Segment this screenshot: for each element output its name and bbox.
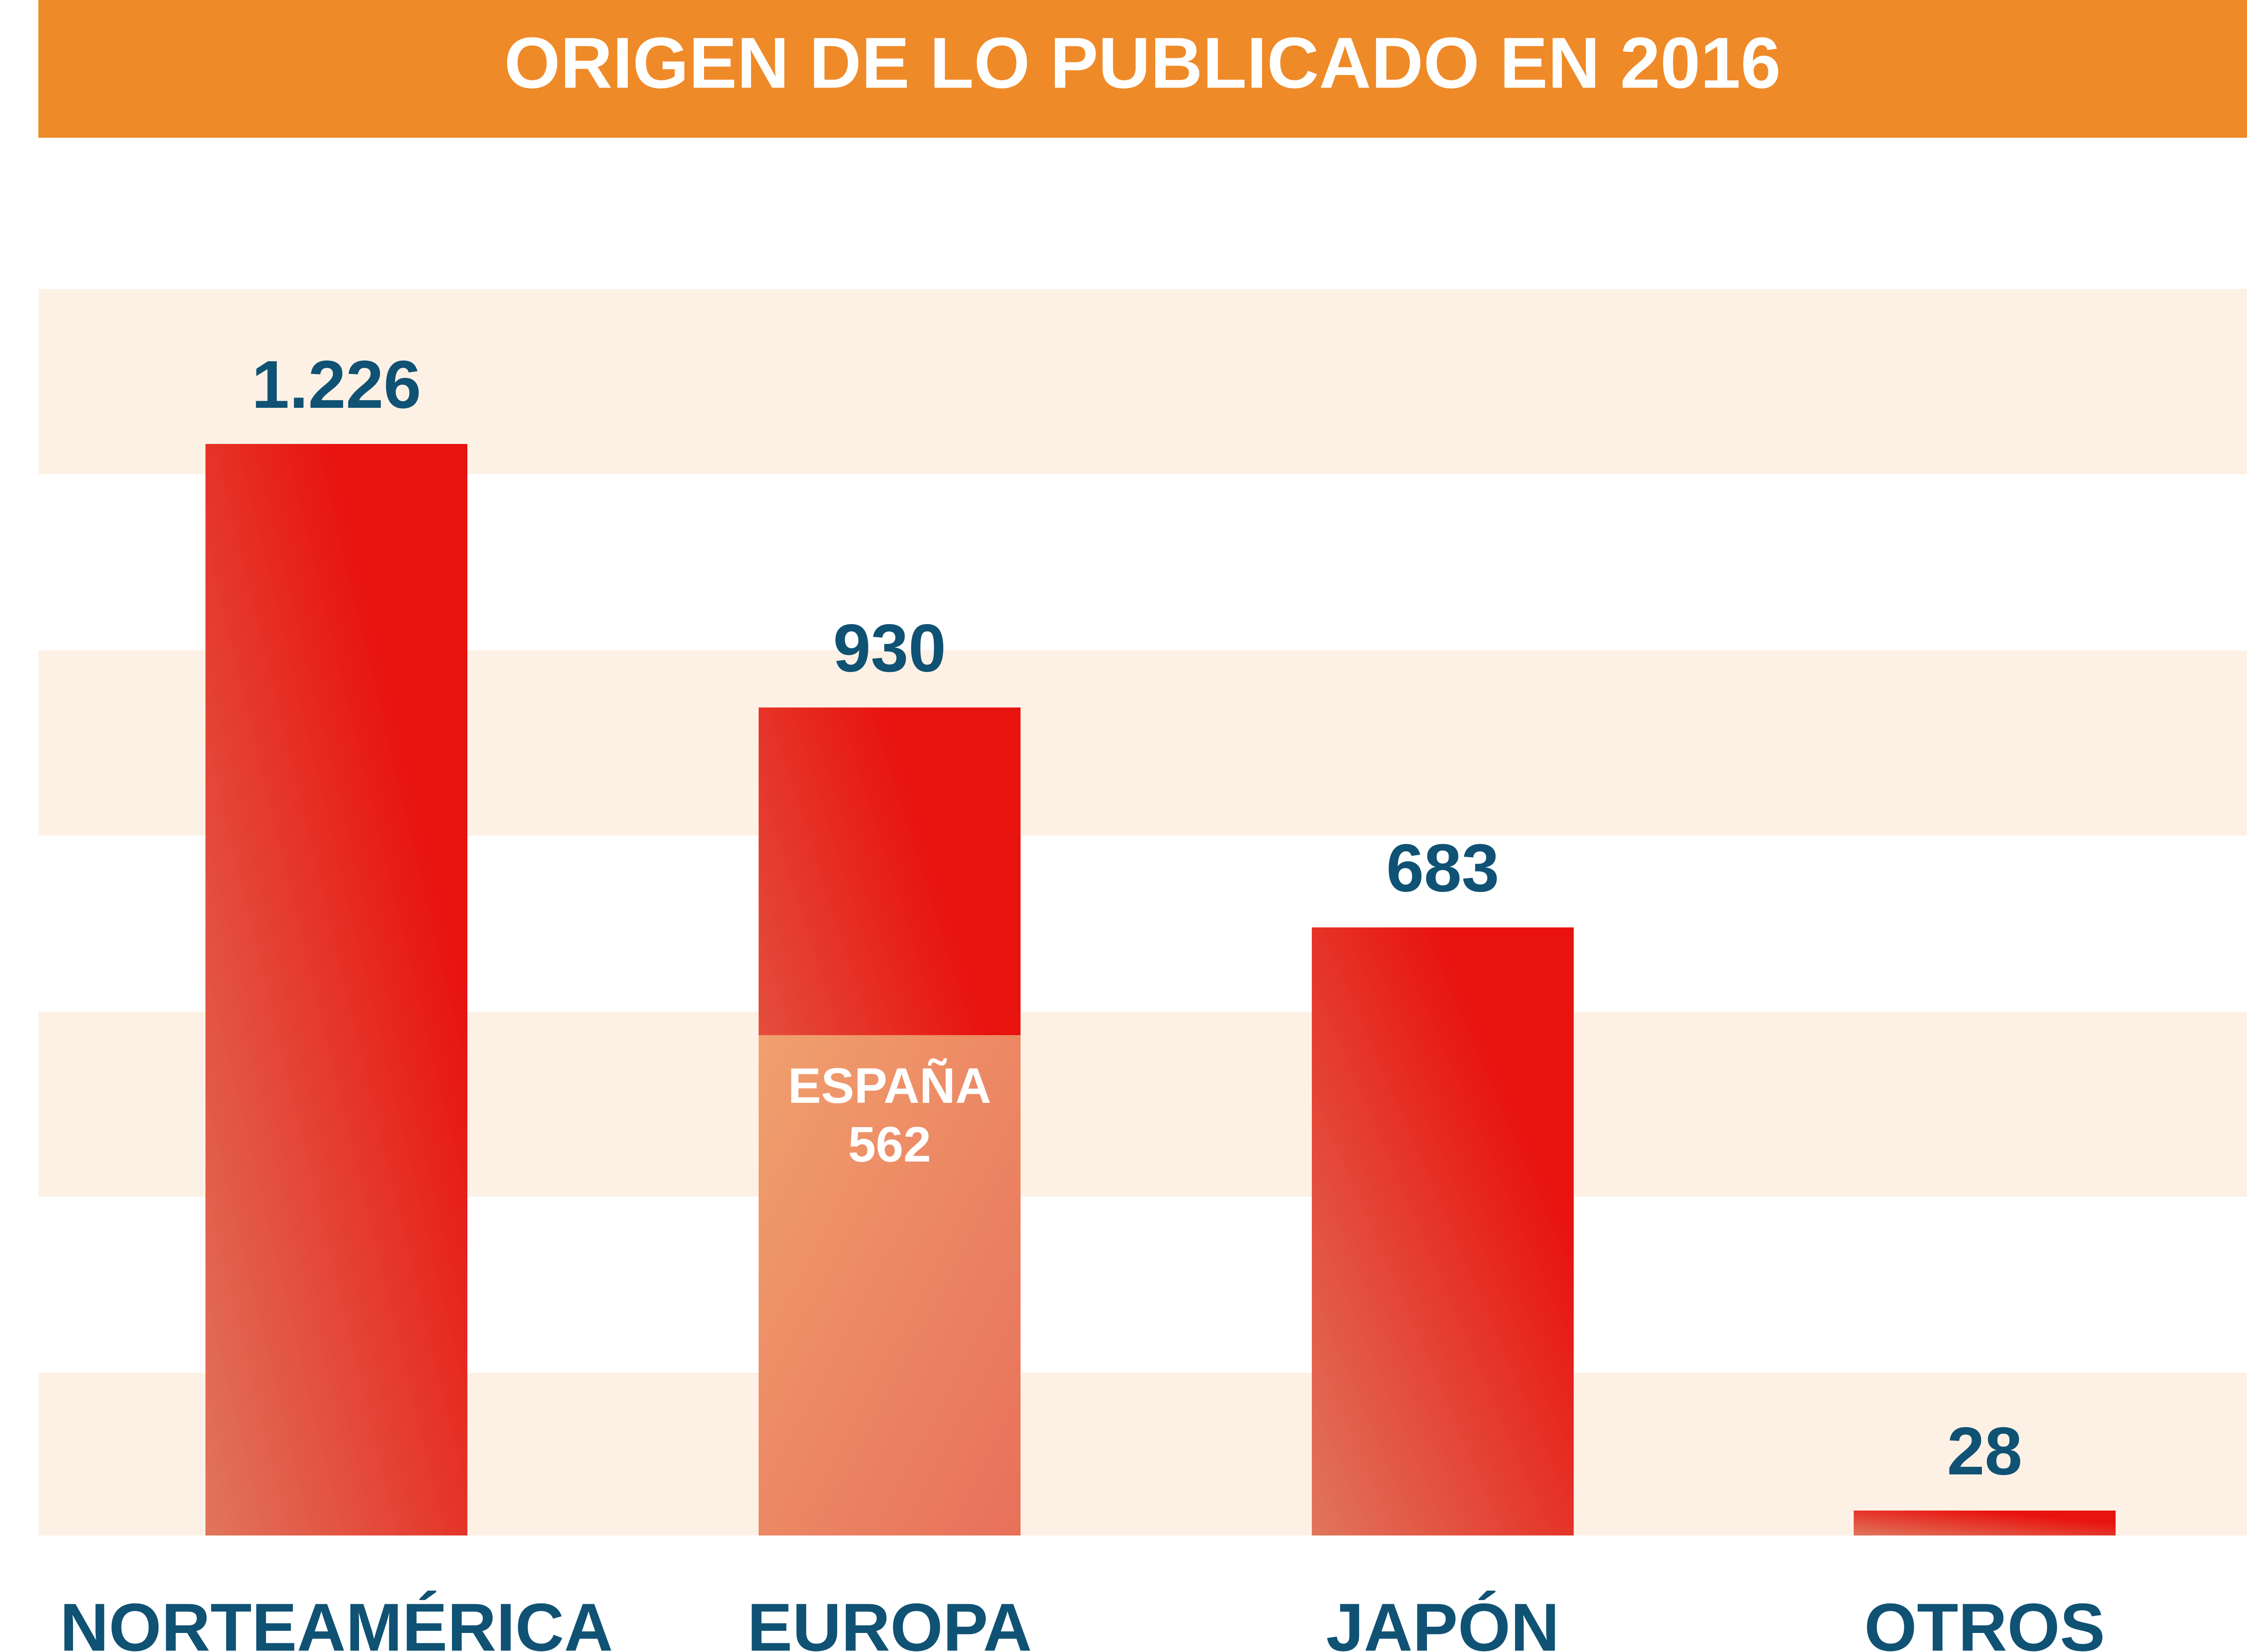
labels: 1.226 NORTEAMÉRICA 930 EUROPA 683 JAPÓN 28 OTRO…: [60, 346, 2105, 1652]
bars: [205, 444, 2116, 1535]
title-banner: [38, 0, 2247, 138]
bar: [1312, 927, 1574, 1535]
bar-value-label: 28: [1947, 1413, 2023, 1489]
sub-segment-name: ESPAÑA: [788, 1058, 991, 1114]
bar-value-label: 930: [833, 610, 946, 686]
grid-band: [38, 289, 2247, 474]
category-label: EUROPA: [747, 1589, 1032, 1652]
category-label: NORTEAMÉRICA: [60, 1589, 613, 1652]
chart-title: ORIGEN DE LO PUBLICADO EN 2016: [504, 22, 1781, 103]
bar-value-label: 1.226: [252, 346, 421, 422]
category-label: OTROS: [1864, 1589, 2105, 1652]
bar: [205, 444, 467, 1535]
sub-segment-bar: [759, 1035, 1021, 1535]
bar: [1854, 1510, 2116, 1535]
sub-segment-value: 562: [848, 1117, 931, 1172]
bar-value-label: 683: [1386, 830, 1499, 906]
category-label: JAPÓN: [1326, 1589, 1560, 1652]
